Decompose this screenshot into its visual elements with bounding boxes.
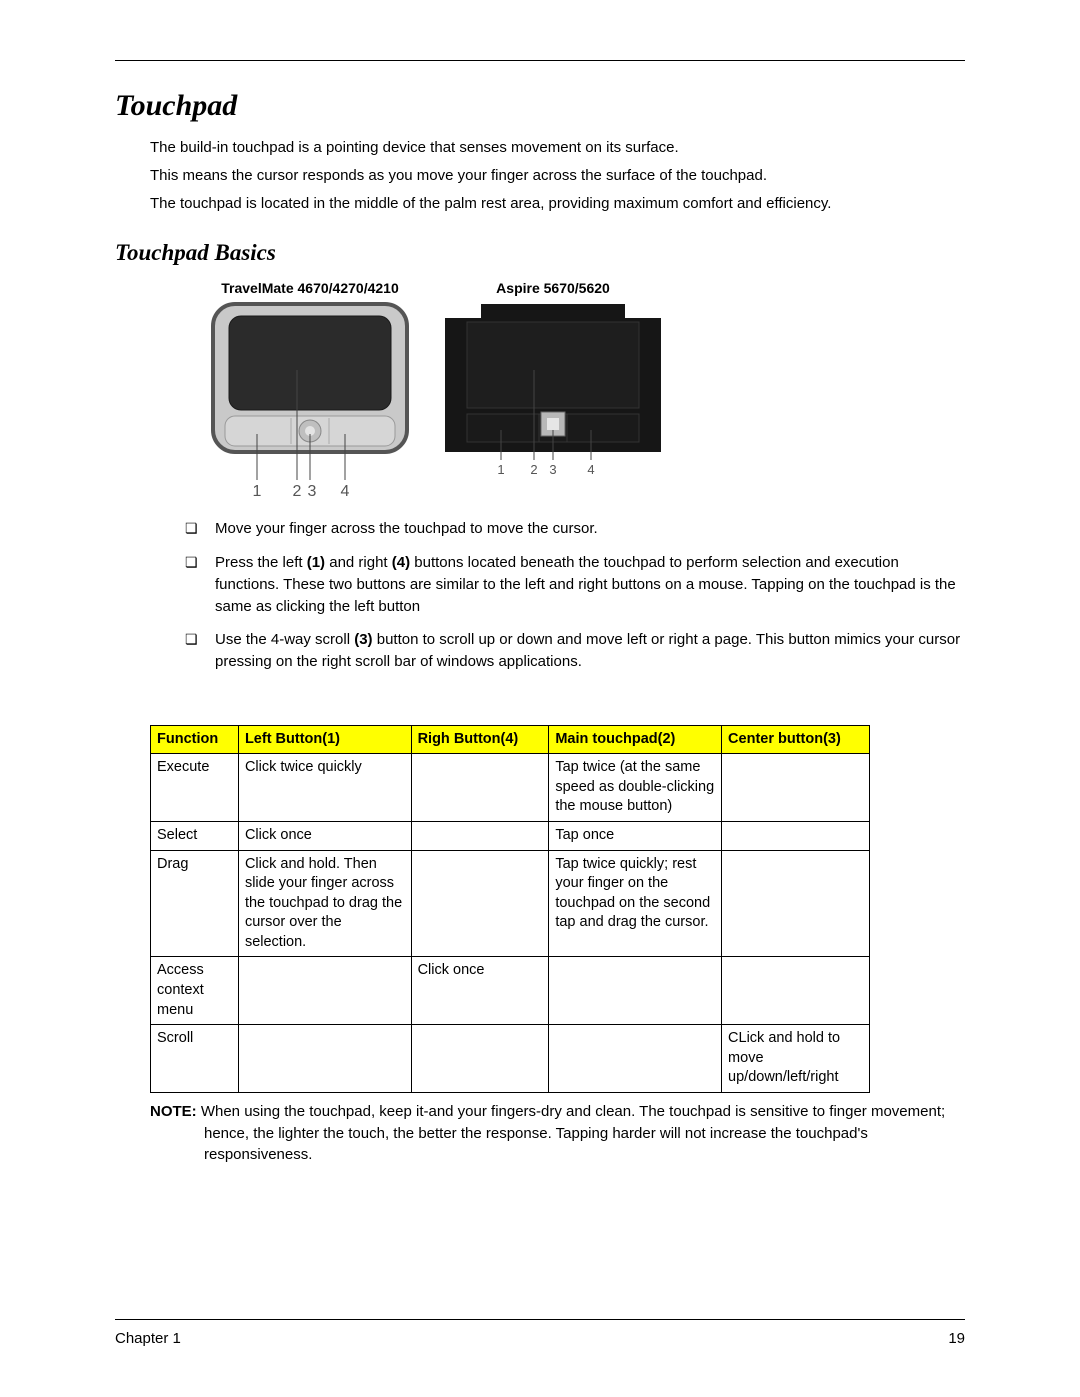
intro-para-1: The build-in touchpad is a pointing devi…	[150, 137, 965, 159]
th-right-button: Righ Button(4)	[411, 725, 549, 754]
travelmate-column: TravelMate 4670/4270/4210 1	[205, 280, 415, 500]
table-cell	[238, 1025, 411, 1093]
bullet-item: Use the 4-way scroll (3) button to scrol…	[185, 629, 965, 673]
function-table: Function Left Button(1) Righ Button(4) M…	[150, 725, 870, 1093]
table-cell: Access context menu	[151, 957, 239, 1025]
bullet-list: Move your finger across the touchpad to …	[185, 518, 965, 673]
table-cell	[722, 957, 870, 1025]
page: Touchpad The build-in touchpad is a poin…	[0, 0, 1080, 1397]
note-paragraph: NOTE: When using the touchpad, keep it-a…	[150, 1101, 965, 1166]
table-row: Scroll CLick and hold to move up/down/lef…	[151, 1025, 870, 1093]
aspire-diagram: 1 2 3 4	[439, 300, 667, 480]
table-row: ExecuteClick twice quickly Tap twice (at …	[151, 754, 870, 822]
table-cell	[722, 850, 870, 957]
table-cell: Scroll	[151, 1025, 239, 1093]
page-title: Touchpad	[115, 89, 965, 123]
table-cell: Drag	[151, 850, 239, 957]
table-cell: CLick and hold to move up/down/left/righ…	[722, 1025, 870, 1093]
table-row: SelectClick once Tap once	[151, 822, 870, 851]
as-num-3: 3	[549, 462, 556, 477]
table-cell	[411, 850, 549, 957]
th-main-touchpad: Main touchpad(2)	[549, 725, 722, 754]
tm-num-2: 2	[293, 483, 302, 500]
intro-para-2: This means the cursor responds as you mo…	[150, 165, 965, 187]
tm-num-3: 3	[308, 483, 317, 500]
top-rule	[115, 60, 965, 61]
aspire-label: Aspire 5670/5620	[496, 280, 610, 296]
subsection-title: Touchpad Basics	[115, 240, 965, 266]
bullet-item: Move your finger across the touchpad to …	[185, 518, 965, 540]
table-cell	[549, 1025, 722, 1093]
table-cell: Click once	[411, 957, 549, 1025]
tm-num-4: 4	[341, 483, 350, 500]
as-num-4: 4	[587, 462, 594, 477]
table-header-row: Function Left Button(1) Righ Button(4) M…	[151, 725, 870, 754]
diagram-row: TravelMate 4670/4270/4210 1	[205, 280, 965, 500]
table-cell	[411, 754, 549, 822]
intro-para-3: The touchpad is located in the middle of…	[150, 193, 965, 215]
table-cell: Tap twice quickly; rest your finger on t…	[549, 850, 722, 957]
table-body: ExecuteClick twice quickly Tap twice (at …	[151, 754, 870, 1092]
as-num-2: 2	[530, 462, 537, 477]
table-cell: Click once	[238, 822, 411, 851]
travelmate-label: TravelMate 4670/4270/4210	[221, 280, 398, 296]
table-cell: Click twice quickly	[238, 754, 411, 822]
footer-chapter: Chapter 1	[115, 1330, 181, 1347]
table-cell	[722, 754, 870, 822]
footer-page-number: 19	[948, 1330, 965, 1347]
table-cell	[238, 957, 411, 1025]
table-cell	[722, 822, 870, 851]
th-function: Function	[151, 725, 239, 754]
page-footer: Chapter 1 19	[115, 1319, 965, 1347]
bullet-item: Press the left (1) and right (4) buttons…	[185, 552, 965, 617]
as-num-1: 1	[497, 462, 504, 477]
table-cell	[411, 1025, 549, 1093]
aspire-column: Aspire 5670/5620 1	[439, 280, 667, 500]
table-cell: Select	[151, 822, 239, 851]
table-cell	[549, 957, 722, 1025]
table-cell	[411, 822, 549, 851]
tm-num-1: 1	[253, 483, 262, 500]
note-text: When using the touchpad, keep it-and you…	[201, 1103, 945, 1164]
note-label: NOTE:	[150, 1103, 197, 1120]
table-cell: Tap once	[549, 822, 722, 851]
travelmate-diagram: 1 2 3 4	[205, 300, 415, 500]
table-cell: Click and hold. Then slide your finger a…	[238, 850, 411, 957]
table-row: Access context menu Click once	[151, 957, 870, 1025]
table-cell: Execute	[151, 754, 239, 822]
table-row: DragClick and hold. Then slide your fing…	[151, 850, 870, 957]
th-center-button: Center button(3)	[722, 725, 870, 754]
table-cell: Tap twice (at the same speed as double-c…	[549, 754, 722, 822]
th-left-button: Left Button(1)	[238, 725, 411, 754]
